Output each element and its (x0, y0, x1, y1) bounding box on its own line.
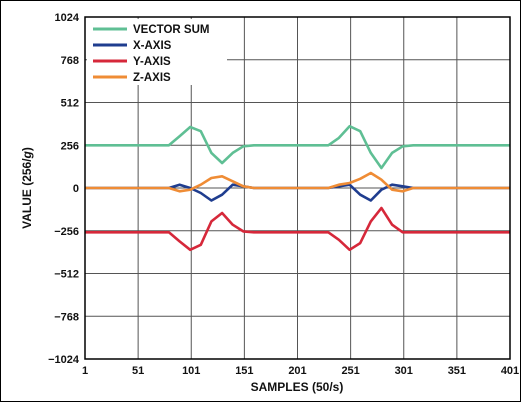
x-tick-label: 401 (501, 365, 519, 377)
x-tick-label: 251 (341, 365, 359, 377)
x-tick-label: 101 (182, 365, 200, 377)
legend: VECTOR SUM X-AXIS Y-AXIS Z-AXIS (87, 19, 227, 85)
series-lines (85, 124, 510, 252)
y-tick-label: −512 (54, 269, 79, 281)
y-tick-label: 512 (61, 98, 79, 110)
y-tick-label: −256 (54, 226, 79, 238)
y-axis-label: VALUE (256/g) (20, 147, 34, 229)
y-tick-label: −768 (54, 311, 79, 323)
x-tick-label: 301 (395, 365, 413, 377)
tick-labels: 1 51 101 151 201 251 301 351 40110247685122560−2… (48, 12, 519, 377)
y-tick-label: 768 (61, 55, 79, 67)
plot-border (84, 16, 511, 360)
y-tick-label: 0 (73, 183, 79, 195)
series-line-vector-sum (85, 124, 510, 170)
legend-label: VECTOR SUM (133, 24, 209, 36)
x-tick-label: 201 (288, 365, 306, 377)
x-tick-label: 1 (82, 365, 88, 377)
legend-label: Y-AXIS (133, 56, 171, 68)
legend-label: X-AXIS (133, 40, 172, 52)
x-tick-label: 351 (448, 365, 466, 377)
y-tick-label: 256 (61, 140, 79, 152)
x-axis-label: SAMPLES (50/s) (251, 380, 344, 394)
legend-label: Z-AXIS (133, 72, 171, 84)
y-tick-label: 1024 (55, 12, 80, 24)
y-tick-label: −1024 (48, 354, 80, 366)
series-line-z-axis (85, 171, 510, 193)
x-tick-label: 151 (235, 365, 253, 377)
x-tick-label: 51 (132, 365, 144, 377)
series-line-y-axis (85, 206, 510, 252)
